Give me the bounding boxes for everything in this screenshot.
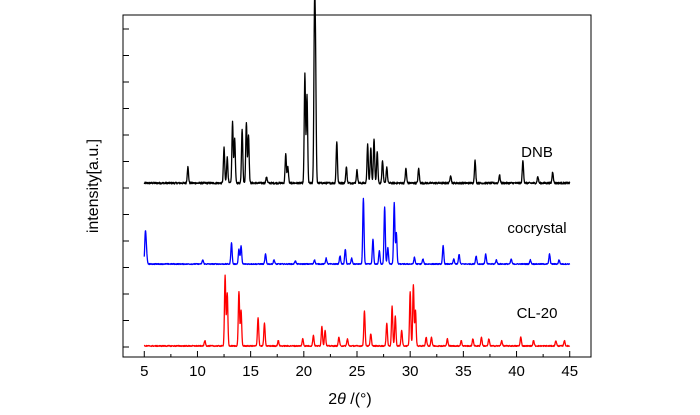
x-axis-title-variable: θ: [337, 391, 346, 408]
series-line-cl-20: [143, 274, 571, 348]
x-tick-label: 40: [508, 363, 525, 380]
x-axis: 5 10 15 20 25 30 35 40 45: [140, 351, 578, 380]
series-line-dnb: [143, 0, 571, 185]
series-label-cl-20: CL-20: [517, 305, 558, 322]
x-axis-title: 2θ /(°): [328, 391, 372, 408]
y-axis-title: intensity[a.u.]: [85, 139, 102, 233]
series-group: [143, 0, 571, 348]
x-tick-label: 35: [455, 363, 472, 380]
series-labels: DNB cocrystal CL-20: [507, 144, 566, 322]
x-tick-label: 15: [242, 363, 259, 380]
x-tick-label: 25: [349, 363, 366, 380]
x-axis-title-prefix: 2: [328, 391, 337, 408]
x-tick-label: 20: [295, 363, 312, 380]
series-label-cocrystal: cocrystal: [507, 220, 566, 237]
x-tick-label: 5: [140, 363, 148, 380]
series-line-cocrystal: [143, 197, 571, 266]
x-tick-label: 10: [189, 363, 206, 380]
x-axis-title-suffix: /(°): [346, 391, 372, 408]
x-tick-label: 45: [561, 363, 578, 380]
x-tick-label: 30: [402, 363, 419, 380]
series-label-dnb: DNB: [521, 144, 553, 161]
y-axis-ticks: [123, 28, 129, 348]
